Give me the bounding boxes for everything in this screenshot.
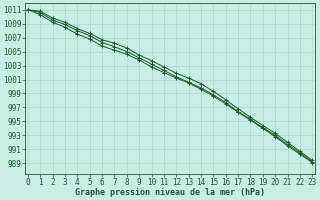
X-axis label: Graphe pression niveau de la mer (hPa): Graphe pression niveau de la mer (hPa) xyxy=(75,188,265,197)
